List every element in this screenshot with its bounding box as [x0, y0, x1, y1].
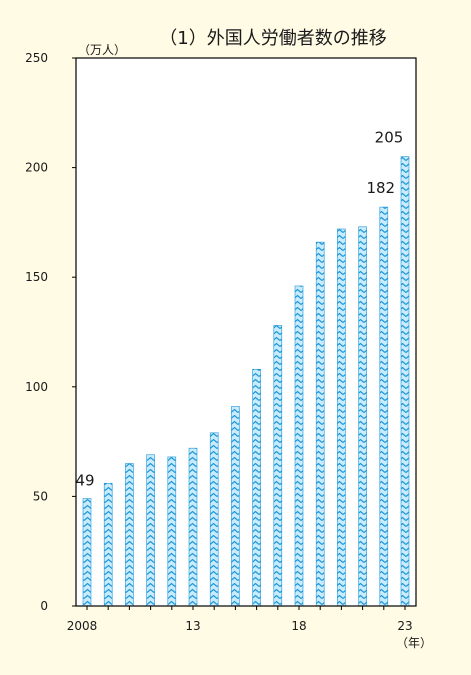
bars	[82, 156, 410, 607]
data-labels: 49 182 205	[75, 129, 403, 490]
bar	[146, 454, 155, 607]
bar	[188, 447, 198, 607]
x-axis-unit-label: （年）	[396, 636, 432, 650]
bar	[400, 156, 410, 607]
x-tick-label: 23	[397, 619, 412, 633]
bar	[294, 285, 304, 607]
data-label: 49	[75, 472, 94, 490]
x-tick-label: 13	[185, 619, 200, 633]
x-tick-label: 18	[291, 619, 306, 633]
bar	[273, 325, 283, 607]
y-axis-unit-label: （万人）	[78, 43, 126, 57]
y-axis-ticks: 0 50 100 150 200 250	[25, 51, 76, 613]
bar	[358, 226, 367, 607]
y-tick-label: 200	[25, 161, 48, 175]
data-label: 205	[375, 129, 404, 147]
x-axis-ticks: 2008 13 18 23	[67, 606, 413, 633]
bar	[103, 482, 113, 607]
bar	[379, 206, 389, 607]
y-tick-label: 150	[25, 270, 48, 284]
bar	[231, 406, 240, 607]
bar	[82, 498, 92, 607]
bar	[252, 368, 261, 607]
plot-frame	[75, 57, 417, 607]
bar	[125, 463, 134, 607]
bar	[167, 456, 177, 607]
bar	[209, 432, 219, 607]
chart-title: （1）外国人労働者数の推移	[159, 28, 386, 49]
data-label: 182	[366, 179, 395, 197]
bar	[315, 241, 325, 607]
y-tick-label: 0	[40, 599, 48, 613]
bar	[337, 228, 346, 607]
x-tick-label: 2008	[67, 619, 98, 633]
y-tick-label: 100	[25, 380, 48, 394]
y-tick-label: 50	[33, 489, 48, 503]
y-tick-label: 250	[25, 51, 48, 65]
